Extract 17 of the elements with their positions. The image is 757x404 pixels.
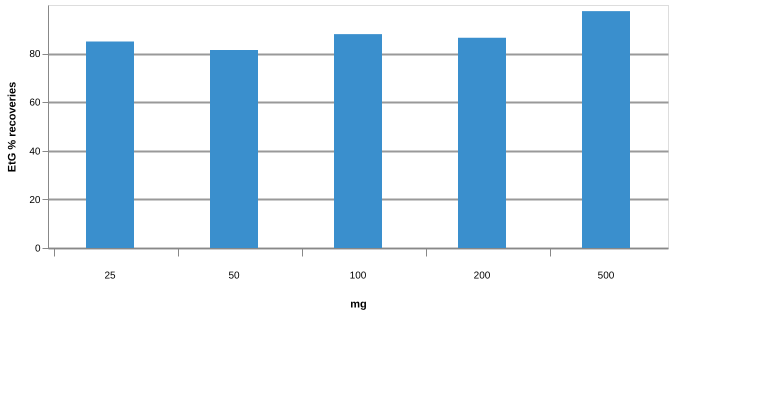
bar: [334, 34, 382, 248]
x-tick-label: 500: [598, 270, 615, 282]
y-tick-label: 0: [34, 244, 41, 254]
y-tick-label: 60: [29, 98, 41, 109]
x-tick-label: 50: [228, 270, 240, 282]
bar: [582, 11, 630, 248]
y-tick-label: 80: [29, 49, 41, 60]
bar: [86, 41, 134, 248]
y-axis-title: EtG % recoveries: [6, 82, 18, 172]
x-axis-title: mg: [350, 298, 367, 310]
y-tick-label: 40: [29, 146, 41, 158]
x-tick-label: 200: [474, 270, 491, 282]
x-tick-label: 100: [350, 270, 367, 282]
x-tick-label: 25: [104, 270, 116, 282]
y-tick-label: 20: [29, 194, 41, 206]
bar: [458, 38, 506, 248]
bar: [210, 50, 258, 248]
